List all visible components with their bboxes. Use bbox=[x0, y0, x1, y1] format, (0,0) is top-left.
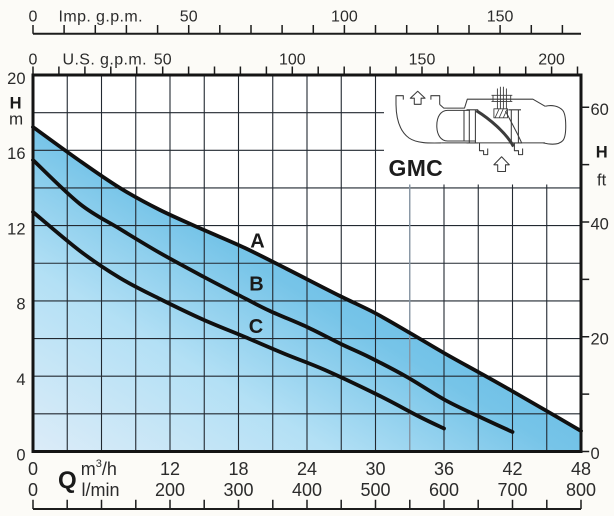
svg-text:0: 0 bbox=[591, 445, 600, 463]
svg-text:700: 700 bbox=[497, 480, 527, 500]
svg-text:200: 200 bbox=[155, 480, 185, 500]
svg-text:300: 300 bbox=[223, 480, 253, 500]
svg-text:m: m bbox=[9, 110, 23, 129]
svg-text:0: 0 bbox=[16, 446, 25, 464]
svg-text:4: 4 bbox=[16, 371, 25, 389]
svg-text:Imp. g.p.m.: Imp. g.p.m. bbox=[59, 9, 143, 26]
svg-text:600: 600 bbox=[429, 480, 459, 500]
svg-text:150: 150 bbox=[409, 52, 436, 69]
svg-text:C: C bbox=[249, 316, 263, 338]
svg-text:50: 50 bbox=[154, 52, 172, 69]
svg-text:U.S. g.p.m.: U.S. g.p.m. bbox=[63, 52, 147, 69]
svg-text:18: 18 bbox=[228, 459, 248, 479]
svg-text:150: 150 bbox=[487, 9, 514, 26]
svg-text:50: 50 bbox=[180, 9, 198, 26]
svg-text:H: H bbox=[10, 95, 22, 113]
svg-text:A: A bbox=[250, 231, 264, 253]
svg-text:800: 800 bbox=[566, 480, 596, 500]
svg-text:200: 200 bbox=[538, 52, 565, 69]
svg-text:GMC: GMC bbox=[389, 155, 444, 181]
svg-text:8: 8 bbox=[16, 296, 25, 314]
svg-text:H: H bbox=[596, 144, 608, 162]
svg-text:48: 48 bbox=[571, 459, 591, 479]
svg-text:400: 400 bbox=[292, 480, 322, 500]
svg-text:12: 12 bbox=[160, 459, 180, 479]
svg-text:ft: ft bbox=[597, 171, 607, 189]
svg-text:Q: Q bbox=[58, 467, 77, 494]
svg-text:0: 0 bbox=[28, 480, 38, 500]
svg-text:24: 24 bbox=[297, 459, 317, 479]
svg-text:500: 500 bbox=[360, 480, 390, 500]
svg-text:36: 36 bbox=[434, 459, 454, 479]
svg-text:20: 20 bbox=[7, 70, 25, 88]
svg-text:0: 0 bbox=[29, 9, 38, 26]
svg-text:100: 100 bbox=[331, 9, 358, 26]
svg-text:30: 30 bbox=[365, 459, 385, 479]
svg-text:0: 0 bbox=[28, 459, 38, 479]
svg-text:20: 20 bbox=[591, 330, 609, 348]
svg-text:100: 100 bbox=[279, 52, 306, 69]
svg-text:42: 42 bbox=[502, 459, 522, 479]
svg-text:12: 12 bbox=[7, 220, 25, 238]
svg-text:40: 40 bbox=[591, 216, 609, 234]
svg-text:B: B bbox=[249, 274, 263, 296]
svg-text:60: 60 bbox=[591, 101, 609, 119]
svg-text:0: 0 bbox=[29, 52, 38, 69]
svg-text:16: 16 bbox=[7, 145, 25, 163]
svg-text:m3/h: m3/h bbox=[81, 458, 117, 479]
svg-text:l/min: l/min bbox=[82, 480, 120, 500]
